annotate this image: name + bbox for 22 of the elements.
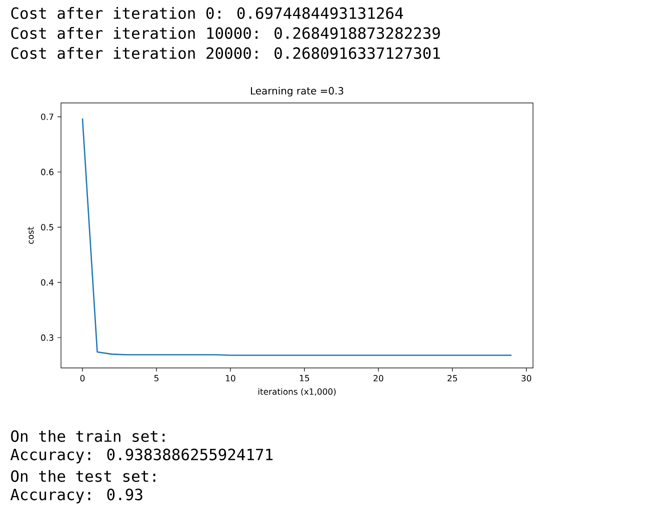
y-tick-label: 0.4	[41, 279, 54, 286]
x-axis-title: iterations (x1,000)	[258, 388, 336, 396]
x-tick-label: 5	[154, 375, 158, 382]
x-tick-label: 25	[448, 375, 458, 382]
y-tick-label: 0.6	[41, 168, 54, 176]
y-axis-title: cost	[28, 226, 34, 244]
text: Cost after iteration 20000: 0.2680916337127301	[11, 47, 440, 59]
x-tick-label: 0	[80, 375, 85, 382]
x-tick-label: 15	[300, 375, 310, 382]
text: Accuracy: 0.93	[10, 488, 142, 504]
y-tick-label: 0.7	[41, 114, 54, 120]
y-tick-label: 0.3	[41, 334, 54, 341]
text: Cost after iteration 10000: 0.2684918873282239	[11, 27, 440, 39]
x-tick-label: 30	[522, 375, 532, 382]
text: Accuracy: 0.9383886255924171	[10, 448, 273, 464]
chart-title: Learning rate =0.3	[250, 86, 344, 96]
y-tick-label: 0.5	[41, 224, 54, 230]
text: On the test set:	[11, 470, 156, 482]
text: On the train set:	[11, 430, 165, 442]
text: Cost after iteration 0: 0.6974484493131264	[11, 7, 403, 19]
x-tick-label: 20	[374, 375, 384, 382]
x-tick-label: 10	[226, 375, 236, 382]
